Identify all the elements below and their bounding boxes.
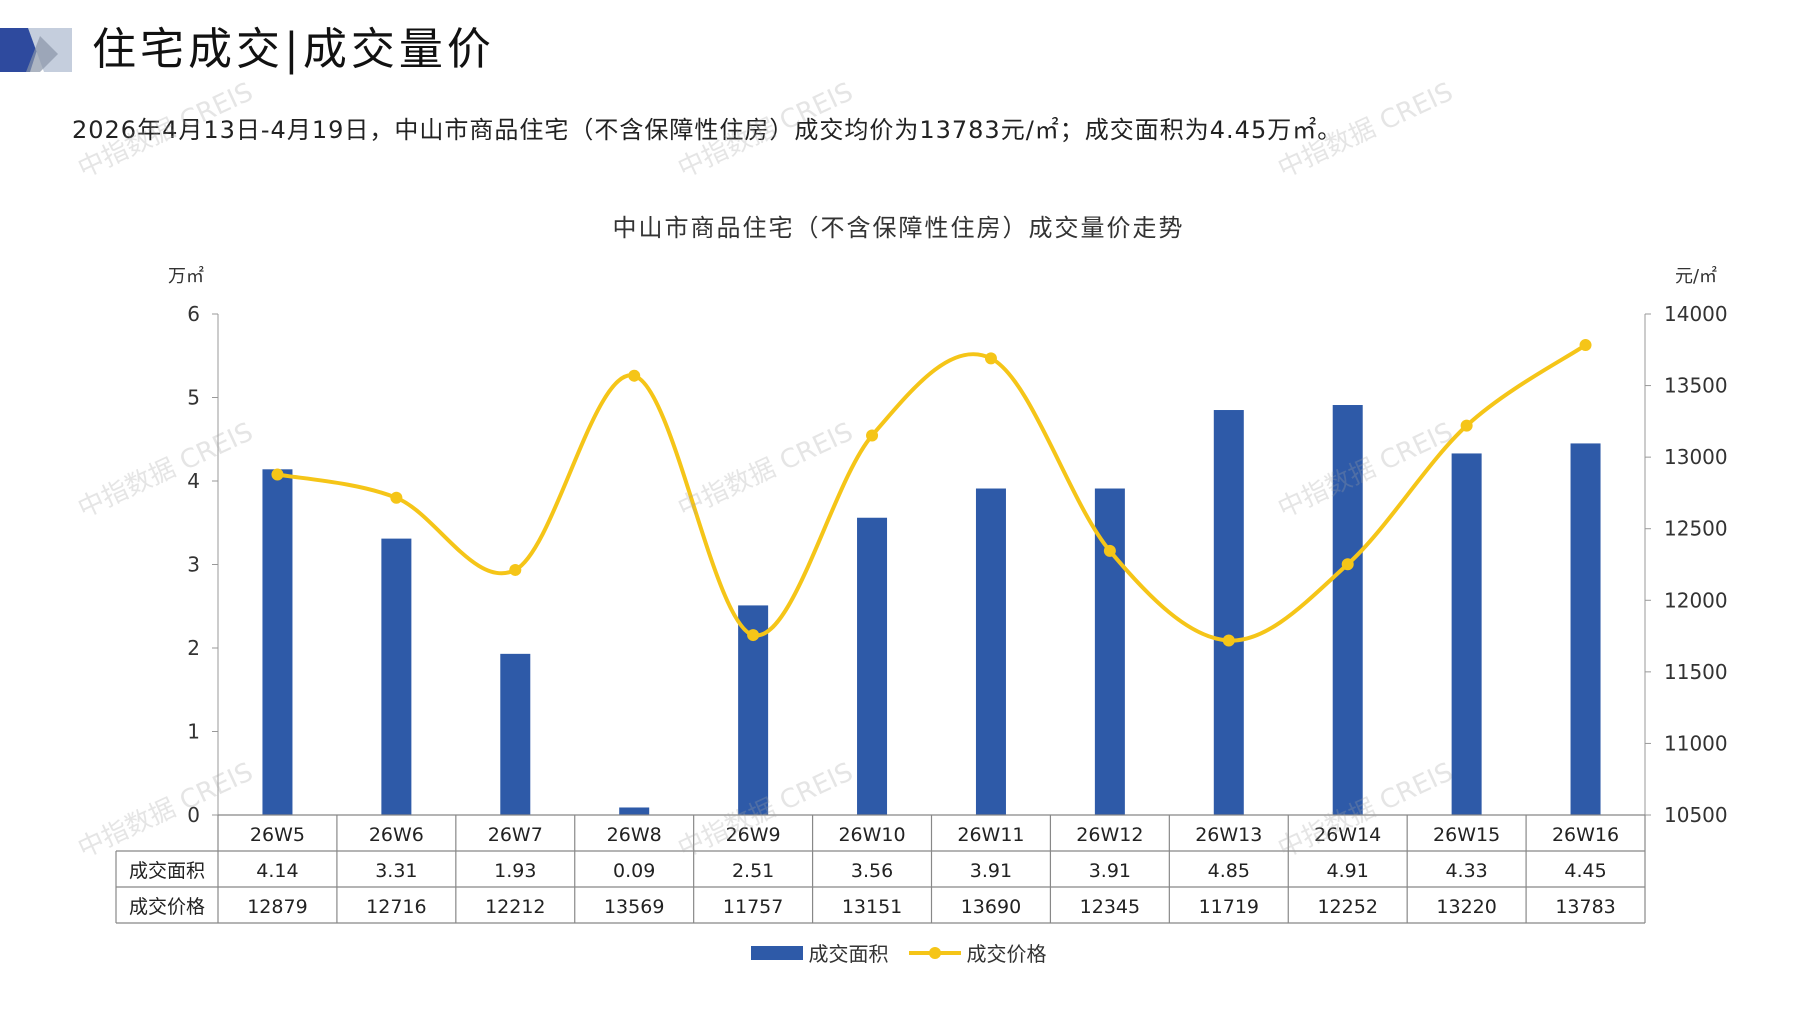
- table-row-label: 成交价格: [129, 896, 205, 918]
- x-category-label: 26W12: [1076, 824, 1143, 846]
- table-cell: 4.14: [256, 860, 298, 882]
- price-point-26W15: [1460, 419, 1473, 432]
- y-left-tick-label: 0: [187, 803, 200, 827]
- table-cell: 12252: [1317, 896, 1377, 918]
- y-right-unit: 元/㎡: [1675, 265, 1717, 287]
- price-point-26W5: [271, 468, 284, 481]
- table-cell: 3.91: [1089, 860, 1131, 882]
- legend-label-area: 成交面积: [808, 942, 889, 966]
- bar-26W8: [619, 807, 650, 815]
- y-left-unit: 万㎡: [168, 265, 204, 287]
- bar-26W7: [500, 653, 531, 815]
- bar-26W12: [1094, 488, 1125, 815]
- price-line: [277, 343, 1587, 643]
- price-point-26W11: [984, 352, 997, 365]
- x-category-label: 26W16: [1552, 824, 1619, 846]
- y-right-tick-label: 12000: [1664, 588, 1728, 612]
- page-title: 住宅成交|成交量价: [92, 24, 495, 75]
- bar-26W14: [1332, 405, 1363, 815]
- price-point-26W13: [1222, 634, 1235, 647]
- x-category-label: 26W5: [250, 824, 305, 846]
- table-cell: 4.91: [1327, 860, 1369, 882]
- y-left-tick-label: 6: [187, 302, 200, 326]
- bar-26W11: [975, 488, 1006, 815]
- legend-item-area: 成交面积: [750, 938, 889, 967]
- y-right-tick-label: 14000: [1664, 302, 1728, 326]
- bar-26W15: [1451, 453, 1482, 815]
- table-cell: 0.09: [613, 860, 655, 882]
- x-category-label: 26W10: [838, 824, 905, 846]
- bar-26W10: [857, 517, 888, 815]
- x-category-label: 26W9: [726, 824, 781, 846]
- legend-label-price: 成交价格: [966, 942, 1047, 966]
- table-cell: 4.45: [1564, 860, 1606, 882]
- price-point-26W10: [866, 429, 879, 442]
- bar-26W5: [262, 469, 293, 815]
- y-left-tick-label: 2: [187, 636, 200, 660]
- y-right-tick-label: 12500: [1664, 517, 1728, 541]
- x-category-label: 26W14: [1314, 824, 1381, 846]
- y-right-tick-label: 11500: [1664, 660, 1728, 684]
- x-category-label: 26W6: [369, 824, 424, 846]
- bar-26W13: [1213, 410, 1244, 815]
- y-right-tick-label: 13000: [1664, 445, 1728, 469]
- table-cell: 4.33: [1445, 860, 1487, 882]
- price-point-26W14: [1341, 558, 1354, 571]
- y-left-tick-label: 5: [187, 386, 200, 410]
- table-cell: 11719: [1199, 896, 1259, 918]
- table-cell: 12212: [485, 896, 545, 918]
- x-category-label: 26W15: [1433, 824, 1500, 846]
- table-row-label: 成交面积: [129, 860, 205, 882]
- table-cell: 3.56: [851, 860, 893, 882]
- price-point-26W8: [628, 369, 641, 382]
- legend-item-price: 成交价格: [908, 938, 1047, 967]
- brand-logo-icon: [0, 28, 72, 72]
- table-cell: 12716: [366, 896, 426, 918]
- y-right-tick-label: 10500: [1664, 803, 1728, 827]
- chart-title: 中山市商品住宅（不含保障性住房）成交量价走势: [612, 214, 1185, 242]
- x-category-label: 26W7: [488, 824, 543, 846]
- table-cell: 3.31: [375, 860, 417, 882]
- y-right-tick-label: 13500: [1664, 374, 1728, 398]
- price-point-26W9: [747, 629, 760, 642]
- chart-legend: 成交面积 成交价格: [0, 938, 1797, 967]
- table-cell: 1.93: [494, 860, 536, 882]
- table-cell: 4.85: [1208, 860, 1250, 882]
- price-point-26W16: [1579, 339, 1592, 352]
- table-cell: 3.91: [970, 860, 1012, 882]
- price-point-26W12: [1103, 544, 1116, 557]
- table-cell: 13783: [1555, 896, 1615, 918]
- bar-26W6: [381, 538, 412, 815]
- summary-text: 2026年4月13日-4月19日，中山市商品住宅（不含保障性住房）成交均价为13…: [72, 116, 1343, 144]
- table-cell: 12879: [247, 896, 307, 918]
- x-category-label: 26W13: [1195, 824, 1262, 846]
- price-point-26W6: [390, 491, 403, 504]
- y-left-tick-label: 3: [187, 553, 200, 577]
- y-left-tick-label: 4: [187, 469, 200, 493]
- x-category-label: 26W8: [607, 824, 662, 846]
- y-right-tick-label: 11000: [1664, 731, 1728, 755]
- legend-bar-swatch: [750, 945, 803, 960]
- table-cell: 11757: [723, 896, 783, 918]
- price-point-26W7: [509, 563, 522, 576]
- x-category-label: 26W11: [957, 824, 1024, 846]
- table-cell: 13569: [604, 896, 664, 918]
- bar-26W16: [1570, 443, 1601, 815]
- table-cell: 13690: [961, 896, 1021, 918]
- table-cell: 13220: [1436, 896, 1496, 918]
- table-cell: 12345: [1080, 896, 1140, 918]
- y-left-tick-label: 1: [187, 720, 200, 744]
- table-cell: 13151: [842, 896, 902, 918]
- table-cell: 2.51: [732, 860, 774, 882]
- legend-line-swatch: [908, 946, 961, 960]
